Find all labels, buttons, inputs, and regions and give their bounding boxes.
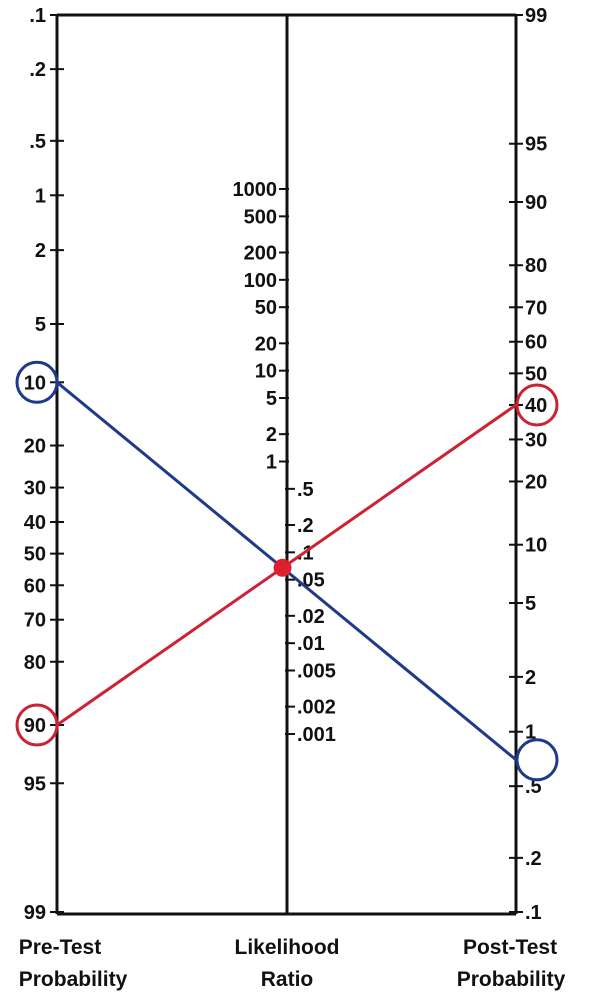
post-test-tick-label: .5 [525,776,542,798]
lr-tick-label: .005 [297,661,336,683]
tick-labels: .1 .2 .5 1 2 5 10 20 30 40 50 60 70 80 90 95 99 99 95 90 80 7… [24,5,548,924]
lr-tick-label: 20 [255,333,277,355]
lr-tick-label: .002 [297,697,336,719]
pre-test-title-line1: Pre-Test [19,936,101,959]
pre-test-tick-label: .2 [29,59,46,81]
pre-test-tick-label: 80 [24,652,46,674]
pre-test-tick-label: 90 [24,715,46,737]
circle-markers [15,360,559,782]
lr-tick-label: .2 [297,515,314,537]
pre-test-title-line2: Probability [19,968,128,991]
post-test-tick-label: 60 [525,332,547,354]
lr-tick-label: .01 [297,633,325,655]
post-test-tick-label: 30 [525,429,547,451]
post-test-tick-label: 95 [525,134,547,156]
lr-tick-label: 100 [244,270,277,292]
post-test-tick-label: .2 [525,848,542,870]
post-test-blue-circle [515,738,559,782]
post-test-tick-label: 99 [525,5,547,27]
pre-test-tick-label: 95 [24,773,46,795]
pre-test-tick-label: 5 [35,314,46,336]
post-test-tick-label: 90 [525,192,547,214]
lr-tick-label: 1000 [233,179,278,201]
lr-tick-label: .001 [297,724,336,746]
pre-test-tick-label: 1 [35,185,46,207]
lr-tick-label: .5 [297,479,314,501]
lr-tick-label: 50 [255,297,277,319]
pre-test-tick-label: .1 [29,5,46,27]
pre-test-tick-label: 99 [24,902,46,924]
pre-test-tick-label: 30 [24,478,46,500]
post-test-tick-label: 1 [525,722,536,744]
post-test-tick-label: 80 [525,255,547,277]
lr-tick-label: 1 [266,452,277,474]
post-test-tick-label: 5 [525,593,536,615]
post-test-tick-label: 50 [525,363,547,385]
pre-test-tick-label: 20 [24,436,46,458]
nomogram-frame [55,13,518,916]
post-test-tick-label: 20 [525,471,547,493]
intersection-dot [273,558,292,577]
post-test-title-line1: Post-Test [463,936,557,959]
post-test-tick-label: 10 [525,535,547,557]
pre-test-tick-label: 10 [24,372,46,394]
pre-test-blue-circle [15,360,59,404]
post-test-tick-label: 70 [525,297,547,319]
lr-tick-label: .02 [297,606,325,628]
lr-tick-label: 200 [244,242,277,264]
pre-test-red-circle [15,703,59,747]
likelihood-title-line1: Likelihood [235,936,340,959]
lr-tick-label: 500 [244,206,277,228]
lr-tick-label: 2 [266,424,277,446]
likelihood-title-line2: Ratio [261,968,314,991]
post-test-red-circle [515,383,559,427]
post-test-tick-label: .1 [525,902,542,924]
lr-tick-label: .05 [297,570,325,592]
lr-tick-label: 5 [266,388,277,410]
pre-test-tick-label: 40 [24,512,46,534]
pre-test-tick-label: 2 [35,240,46,262]
pre-test-tick-label: 60 [24,575,46,597]
post-test-tick-label: 40 [525,395,547,417]
tick-marks [50,14,523,913]
pre-test-tick-label: .5 [29,131,46,153]
post-test-tick-label: 2 [525,667,536,689]
pre-test-tick-label: 50 [24,544,46,566]
post-test-title-line2: Probability [457,968,566,991]
pre-test-tick-label: 70 [24,610,46,632]
lr-tick-label: 10 [255,361,277,383]
